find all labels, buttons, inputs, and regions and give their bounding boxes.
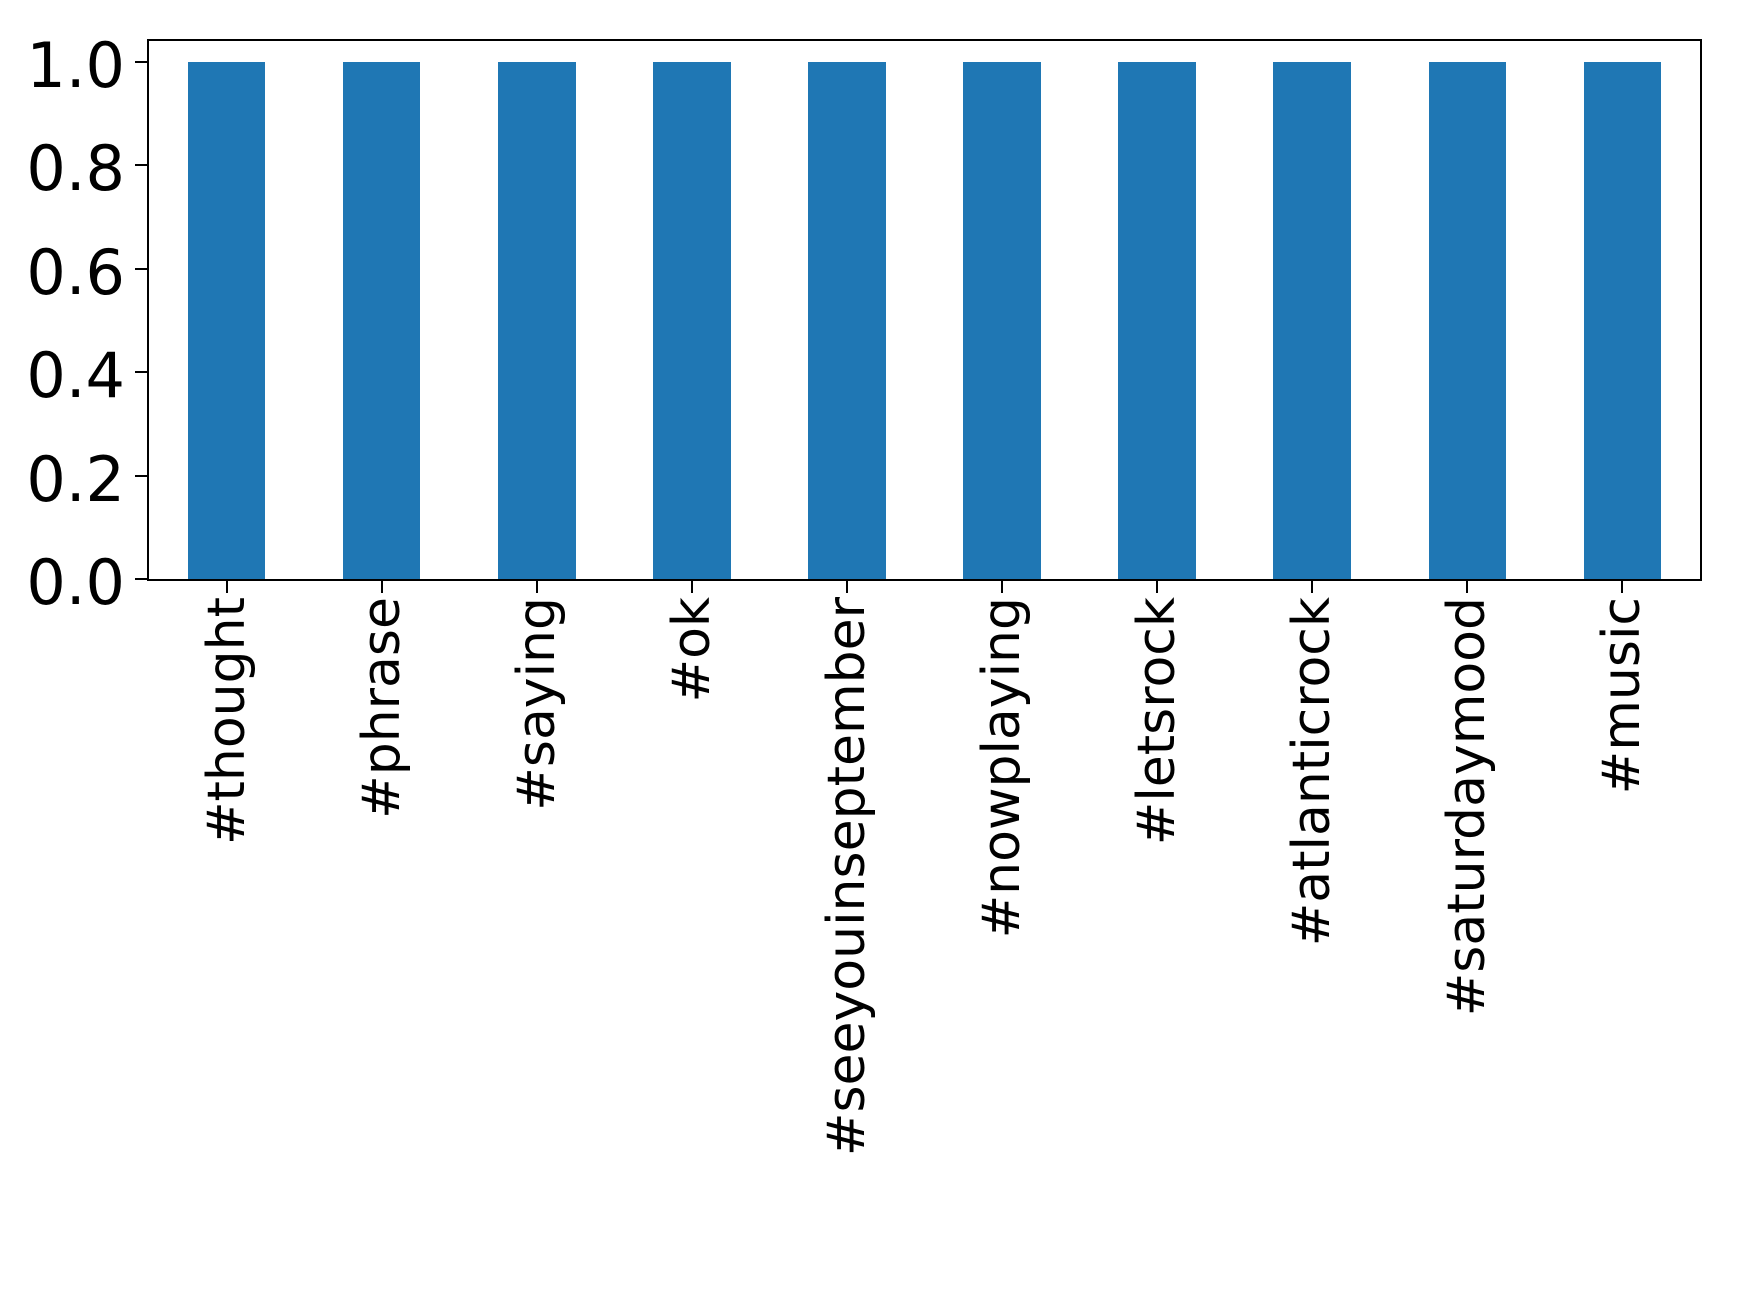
y-tick-label: 0.6 <box>26 235 125 309</box>
bar-#atlanticrock <box>1273 61 1351 579</box>
x-tick-mark <box>535 581 538 593</box>
bar-slot <box>769 41 924 579</box>
x-tick-mark <box>690 581 693 593</box>
x-tick-label-nowplaying: #nowplaying <box>972 597 1033 939</box>
y-tick-label: 0.4 <box>26 339 125 413</box>
bar-#thought <box>187 61 266 579</box>
bar-#saturdaymood <box>1428 61 1507 579</box>
y-tick-mark <box>135 164 147 167</box>
x-tick-mark <box>1001 581 1004 593</box>
bars-container <box>149 41 1700 579</box>
y-tick-label: 0.2 <box>26 442 125 516</box>
x-tick-mark <box>1311 581 1314 593</box>
bar-slot <box>149 41 304 579</box>
x-tick-mark <box>380 581 383 593</box>
x-label-slot: #seeyouinseptember <box>769 597 924 1156</box>
bar-#nowplaying <box>963 61 1041 579</box>
y-tick-label: 0.0 <box>26 546 125 619</box>
bar-#saying <box>497 61 576 579</box>
y-tick-label: 1.0 <box>26 28 125 102</box>
x-label-slot: #saying <box>459 597 614 1156</box>
x-axis-labels: #thought #phrase #saying #ok #seeyouinseptem… <box>149 597 1700 1156</box>
x-tick-label-atlanticrock: #atlanticrock <box>1282 597 1343 947</box>
bar-#ok <box>653 61 731 579</box>
x-label-slot: #ok <box>614 597 769 1156</box>
bar-slot <box>459 41 614 579</box>
y-tick-label: 0.8 <box>26 132 125 206</box>
x-label-slot: #letsrock <box>1080 597 1235 1156</box>
x-tick-label-letsrock: #letsrock <box>1127 597 1188 846</box>
x-tick-label-saturdaymood: #saturdaymood <box>1437 597 1498 1017</box>
x-tick-label-seeyouinseptember: #seeyouinseptember <box>816 597 877 1157</box>
bar-slot <box>924 41 1079 579</box>
y-tick-mark <box>135 371 147 374</box>
x-label-slot: #phrase <box>304 597 459 1156</box>
bar-#music <box>1583 61 1662 579</box>
x-tick-label-music: #music <box>1592 597 1653 795</box>
y-tick-mark <box>135 267 147 270</box>
bar-#letsrock <box>1118 61 1196 579</box>
bar-slot <box>614 41 769 579</box>
bar-slot <box>304 41 459 579</box>
x-tick-mark <box>225 581 228 593</box>
bar-slot <box>1235 41 1390 579</box>
bar-#phrase <box>342 61 421 579</box>
x-tick-label-ok: #ok <box>661 597 722 703</box>
bar-slot <box>1545 41 1700 579</box>
y-tick-mark <box>135 578 147 580</box>
x-tick-mark <box>1466 581 1469 593</box>
x-tick-label-phrase: #phrase <box>351 597 412 819</box>
bar-slot <box>1390 41 1545 579</box>
x-label-slot: #saturdaymood <box>1390 597 1545 1156</box>
y-tick-mark <box>135 474 147 477</box>
x-label-slot: #nowplaying <box>924 597 1079 1156</box>
x-tick-label-thought: #thought <box>196 597 257 846</box>
x-tick-mark <box>845 581 848 593</box>
x-label-slot: #atlanticrock <box>1235 597 1390 1156</box>
x-label-slot: #music <box>1545 597 1700 1156</box>
x-tick-label-saying: #saying <box>506 597 567 811</box>
bar-#seeyouinseptember <box>808 61 886 579</box>
bar-slot <box>1080 41 1235 579</box>
plot-area <box>147 39 1702 581</box>
y-tick-mark <box>135 60 147 63</box>
x-tick-mark <box>1621 581 1624 593</box>
x-label-slot: #thought <box>149 597 304 1156</box>
x-tick-mark <box>1156 581 1159 593</box>
